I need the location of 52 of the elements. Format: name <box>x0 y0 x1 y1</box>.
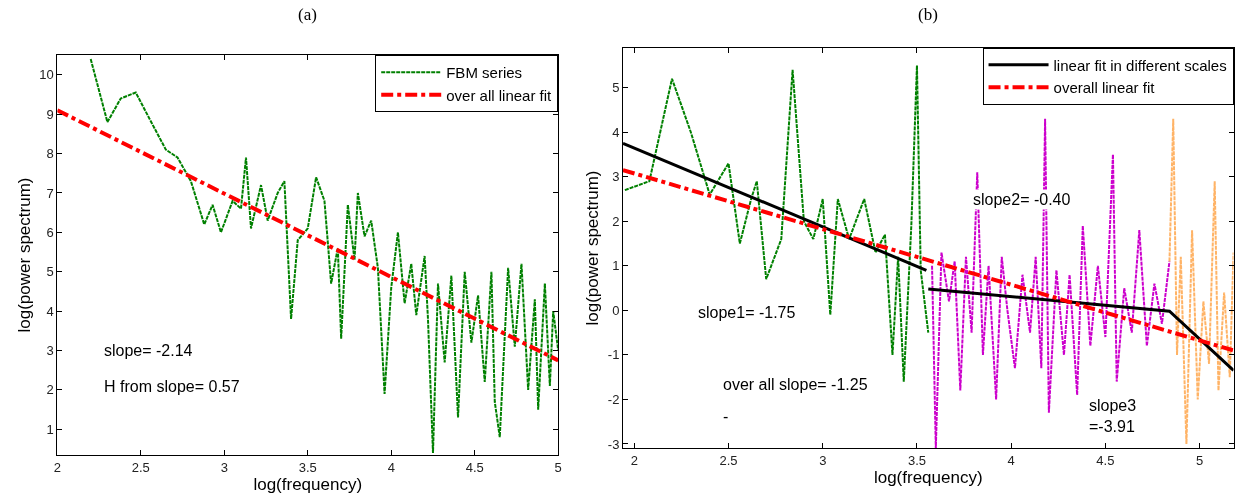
y-tick-label: -2 <box>607 391 620 407</box>
annotation: slope3 =-3.91 <box>1089 397 1137 435</box>
y-tick-label: 9 <box>46 106 54 122</box>
legend-label: FBM series <box>446 64 523 82</box>
line-series <box>931 117 1171 449</box>
x-tick-label: 2.5 <box>719 452 738 468</box>
legend-label: linear fit in different scales <box>1053 56 1227 74</box>
x-tick-label: 4.5 <box>1096 452 1115 468</box>
x-tick-label: 3 <box>819 452 827 468</box>
y-tick-label: -3 <box>607 436 620 452</box>
y-tick-label: 4 <box>612 124 620 140</box>
y-tick-label: 5 <box>612 80 620 96</box>
y-tick-label: 10 <box>39 67 54 83</box>
x-tick-label: 5 <box>554 459 562 475</box>
y-axis-title: log(power spectrum) <box>583 170 603 326</box>
y-tick-label: 3 <box>46 343 54 359</box>
x-tick-label: 4 <box>387 459 395 475</box>
x-axis-title: log(frequency) <box>253 474 363 494</box>
x-tick-label: 4 <box>1007 452 1015 468</box>
annotation: slope2= -0.40 <box>973 191 1071 208</box>
legend-label: over all linear fit <box>446 86 553 104</box>
legend-label: overall linear fit <box>1053 79 1156 97</box>
y-tick-label: 3 <box>612 169 620 185</box>
y-tick-label: 1 <box>612 258 620 274</box>
x-tick-label: 3.5 <box>907 452 926 468</box>
y-axis-title: log(power spectrum) <box>14 177 34 333</box>
x-tick-label: 2.5 <box>131 459 150 475</box>
line-series <box>1168 117 1234 445</box>
x-tick-label: 3.5 <box>298 459 317 475</box>
x-tick-label: 2 <box>630 452 638 468</box>
y-tick-label: 8 <box>46 146 54 162</box>
annotation: over all slope= -1.25 <box>723 376 868 393</box>
y-tick-label: 5 <box>46 264 54 280</box>
y-tick-label: 2 <box>46 382 54 398</box>
annotation: slope1= -1.75 <box>698 304 796 321</box>
x-tick-label: 3 <box>220 459 228 475</box>
annotation: - <box>723 408 729 425</box>
y-tick-label: -1 <box>607 347 620 363</box>
chart-title: (b) <box>918 5 938 24</box>
annotation: slope= -2.14 <box>104 342 193 359</box>
chart-title: (a) <box>298 5 317 24</box>
x-axis-title: log(frequency) <box>873 468 983 487</box>
y-tick-label: 6 <box>46 224 54 240</box>
line-series <box>89 58 559 454</box>
y-tick-label: 0 <box>612 302 620 318</box>
annotation: H from slope= 0.57 <box>104 378 240 395</box>
y-tick-label: 7 <box>46 185 54 201</box>
x-tick-label: 5 <box>1196 452 1204 468</box>
x-tick-label: 4.5 <box>465 459 484 475</box>
y-tick-label: 1 <box>46 421 54 437</box>
y-tick-label: 4 <box>46 303 54 319</box>
y-tick-label: 2 <box>612 213 620 229</box>
